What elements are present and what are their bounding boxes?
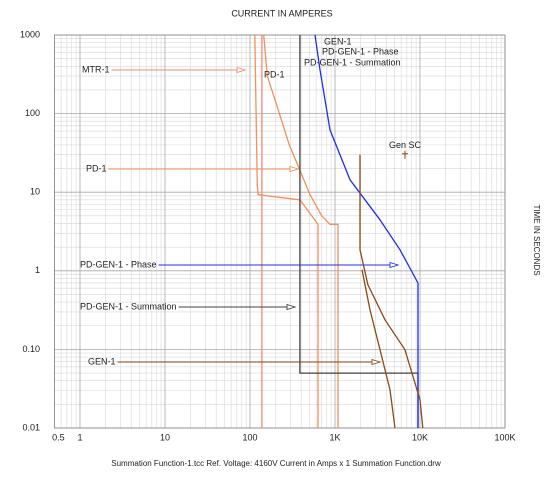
annotation-label: Gen SC — [389, 140, 422, 150]
y-tick-label: 1 — [35, 265, 40, 275]
x-tick-label: 100 — [242, 432, 257, 442]
x-tick-label: 0.5 — [52, 432, 65, 442]
label-arrow — [389, 261, 400, 269]
footer: Summation Function-1.tcc Ref. Voltage: 4… — [111, 459, 441, 468]
x-tick-label: 1 — [77, 432, 82, 442]
curve-label: GEN-1 — [88, 356, 116, 366]
label-arrow — [286, 303, 297, 311]
plot-frame — [54, 34, 506, 429]
y-axis-label: TIME IN SECONDS — [532, 204, 541, 275]
curve-label: PD-GEN-1 - Summation — [304, 57, 401, 67]
x-tick-label: 10 — [160, 432, 170, 442]
curve — [254, 34, 339, 428]
x-tick-label: 1K — [329, 432, 340, 442]
curve-label: PD-1 — [86, 163, 107, 173]
x-tick-label: 100K — [494, 432, 515, 442]
label-arrow — [371, 358, 382, 366]
chart-title: CURRENT IN AMPERES — [231, 8, 332, 18]
curve — [314, 34, 419, 428]
label-arrow — [236, 66, 247, 74]
annotation-marker — [401, 150, 408, 159]
y-tick-label: 10 — [30, 187, 40, 197]
curve-label: PD-GEN-1 - Summation — [80, 301, 177, 311]
curve-label: PD-1 — [264, 69, 285, 79]
curve-label: PD-GEN-1 - Phase — [80, 259, 157, 269]
curve-label: GEN-1 — [324, 36, 352, 46]
curve-label: MTR-1 — [82, 64, 110, 74]
y-tick-label: 0.01 — [22, 422, 40, 432]
y-tick-label: 1000 — [20, 29, 40, 39]
y-tick-label: 0.10 — [22, 344, 40, 354]
curve — [359, 154, 424, 429]
x-tick-label: 10K — [412, 432, 428, 442]
curve-label: PD-GEN-1 - Phase — [322, 46, 399, 56]
y-tick-label: 100 — [25, 108, 40, 118]
label-arrow — [289, 165, 300, 173]
